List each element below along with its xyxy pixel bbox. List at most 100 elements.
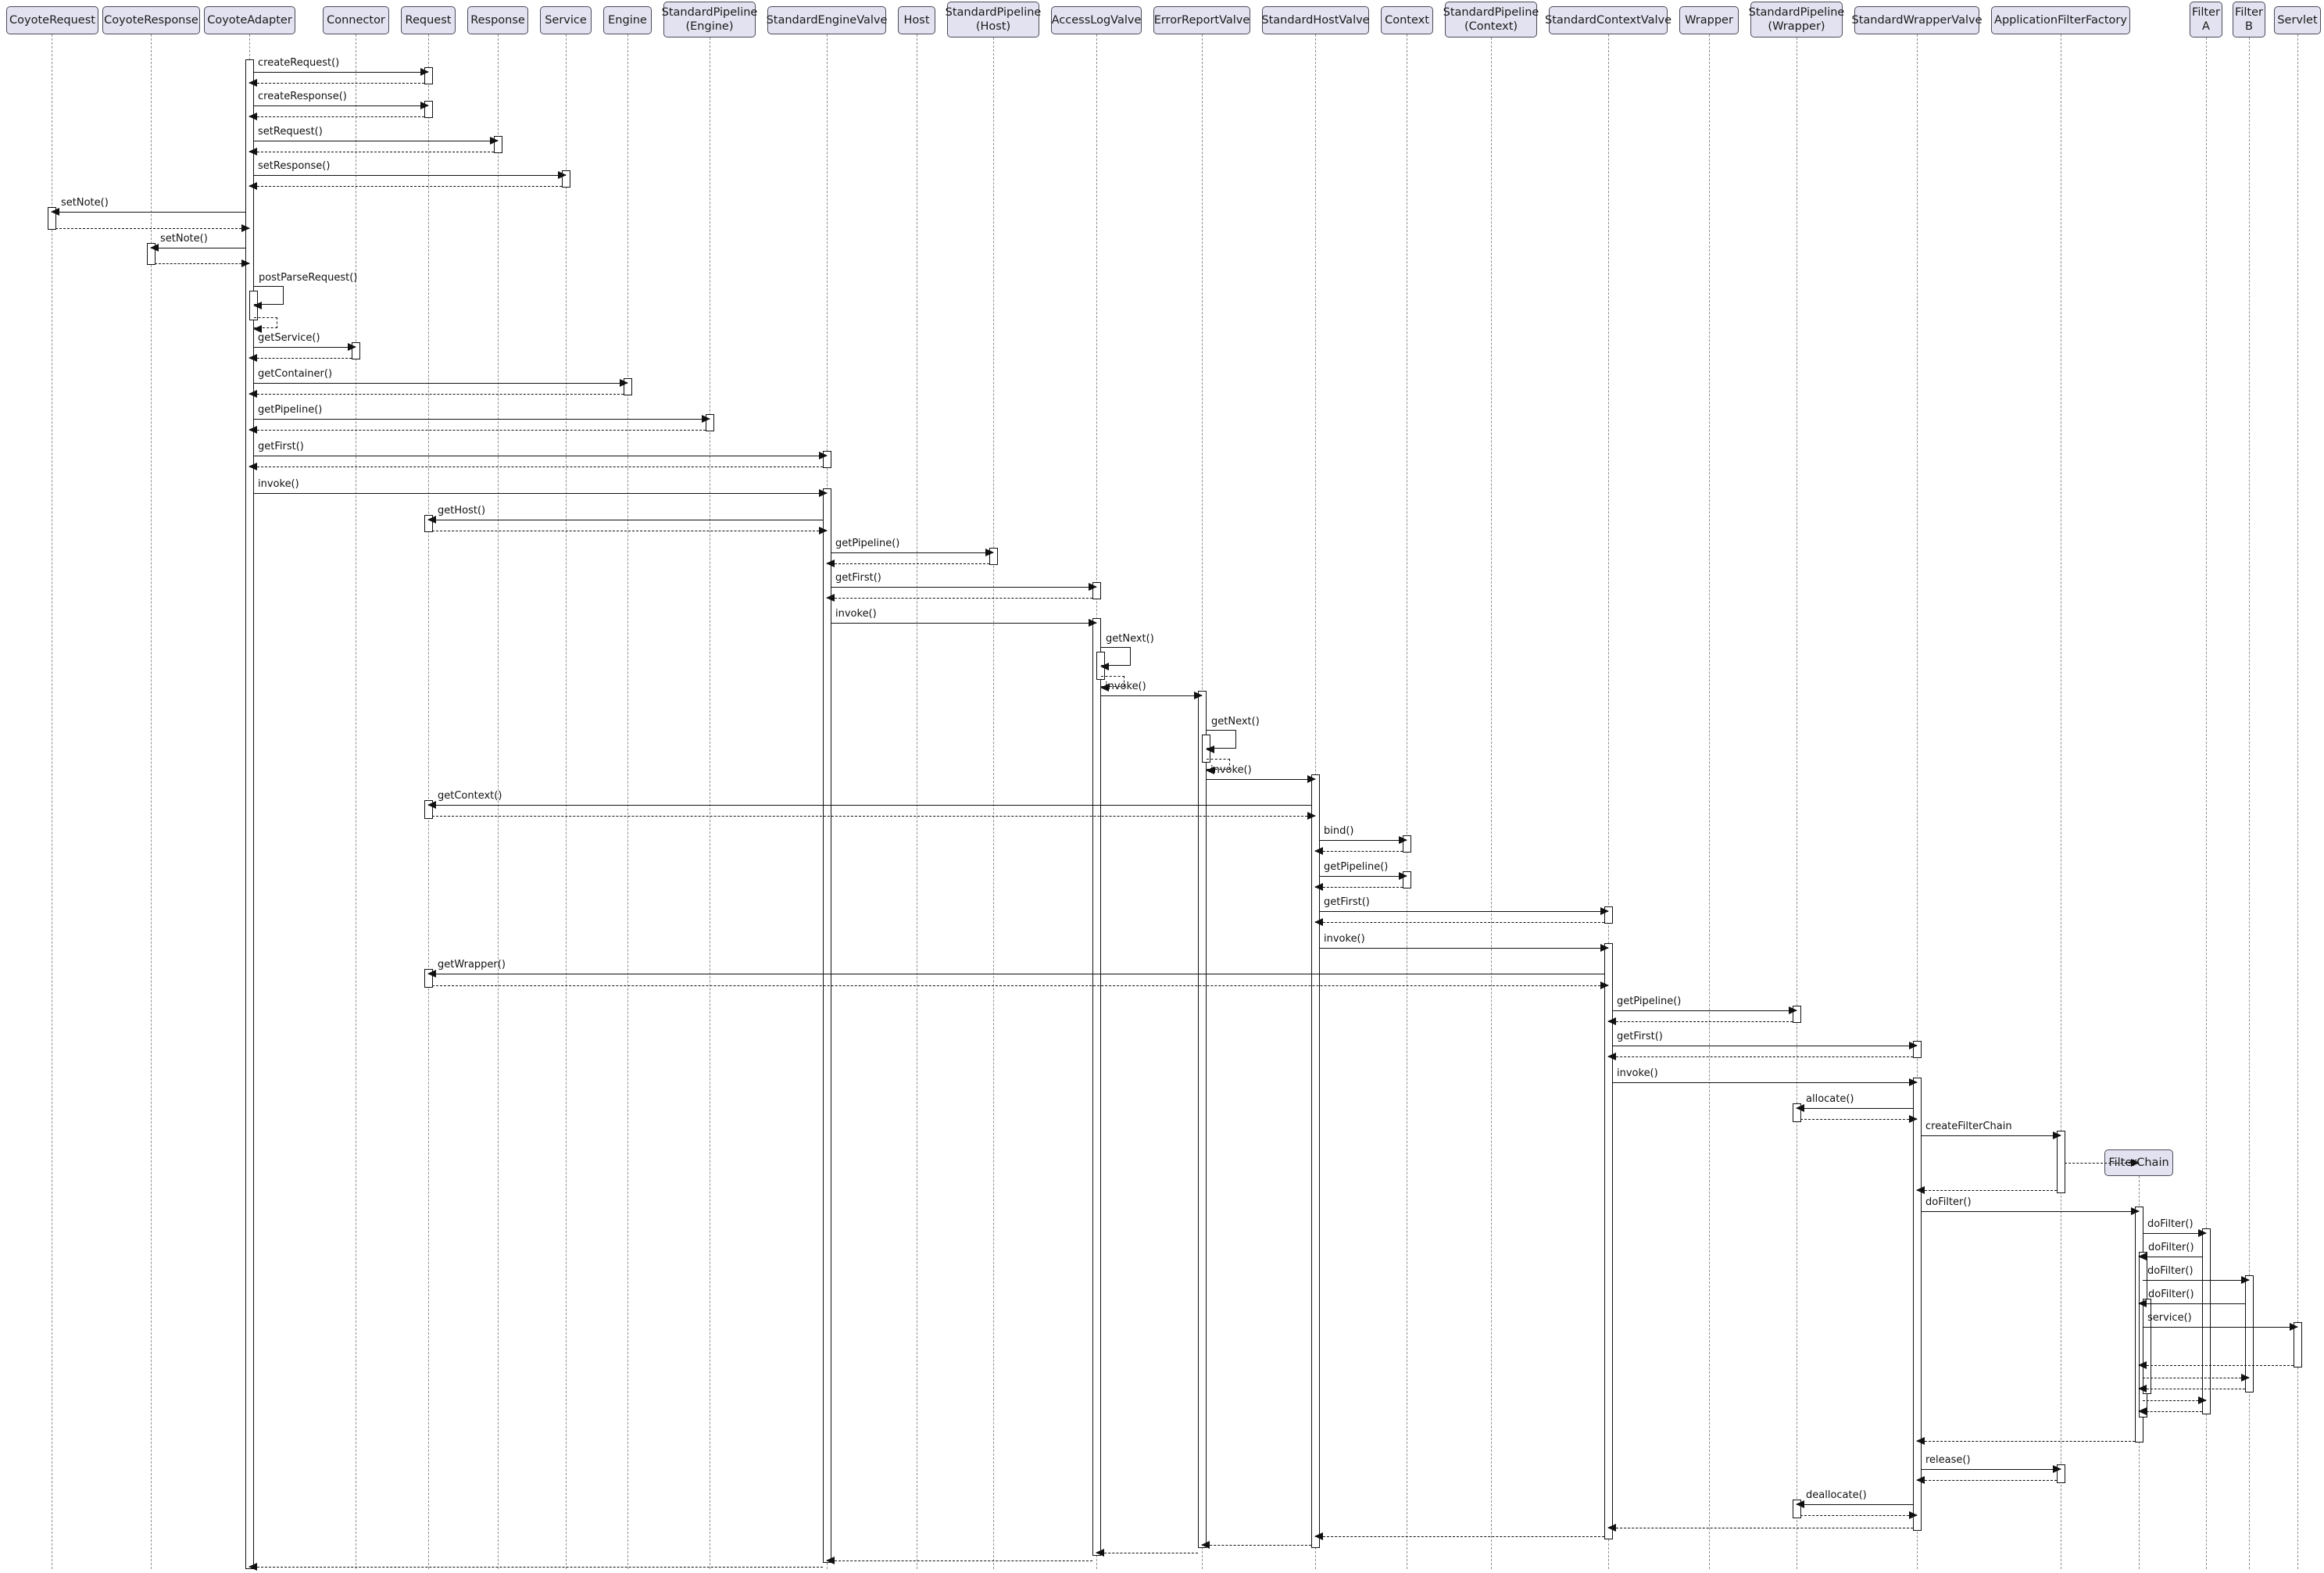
participant-service[interactable]: Service (540, 6, 592, 34)
message-line (249, 116, 424, 117)
activation-bar (2142, 1299, 2151, 1394)
self-message-loop (254, 286, 284, 305)
arrow-head-icon (1909, 1078, 1918, 1086)
arrow-head-icon (2198, 1228, 2207, 1237)
participant-engine[interactable]: Engine (603, 6, 652, 34)
self-message-loop (254, 317, 277, 328)
message-label: doFilter() (2147, 1265, 2193, 1277)
arrow-head-icon (1600, 943, 1609, 952)
participant-coyoteAdapter[interactable]: CoyoteAdapter (204, 6, 295, 34)
message-line (253, 419, 710, 420)
lifeline-pipelineHost (993, 38, 994, 1569)
participant-wrapper[interactable]: Wrapper (1679, 6, 1739, 34)
arrow-head-icon (1314, 846, 1323, 855)
arrow-head-icon (1600, 981, 1609, 989)
arrow-head-icon (1206, 766, 1214, 774)
message-label: getNext() (1106, 633, 1154, 645)
arrow-head-icon (826, 559, 835, 567)
message-line (1319, 948, 1608, 949)
message-label: service() (2147, 1312, 2192, 1324)
participant-label: ErrorReportValve (1153, 13, 1250, 27)
message-line (253, 493, 827, 494)
message-line (1319, 876, 1407, 877)
message-label: getHost() (438, 505, 486, 517)
message-label: postParseRequest() (259, 272, 358, 284)
message-line (249, 83, 424, 84)
message-label: doFilter() (2148, 1242, 2194, 1253)
participant-host[interactable]: Host (898, 6, 935, 34)
activation-bar (1912, 1078, 1922, 1531)
participant-coyoteResponse[interactable]: CoyoteResponse (102, 6, 200, 34)
arrow-head-icon (2241, 1275, 2250, 1284)
participant-wrapperValve[interactable]: StandardWrapperValve (1852, 6, 1983, 34)
message-line (2139, 1411, 2202, 1412)
arrow-head-icon (2053, 1131, 2061, 1139)
message-line (1612, 1010, 1797, 1011)
arrow-head-icon (241, 259, 250, 267)
lifeline-wrapper (1709, 34, 1710, 1569)
message-line (831, 552, 993, 553)
participant-servlet[interactable]: Servlet (2274, 6, 2321, 34)
message-line (1917, 1190, 2057, 1191)
participant-accessLogValve[interactable]: AccessLogValve (1051, 6, 1142, 34)
participant-filterA[interactable]: Filter A (2190, 2, 2222, 38)
participant-filterB[interactable]: Filter B (2233, 2, 2265, 38)
participant-errorReportValve[interactable]: ErrorReportValve (1153, 6, 1250, 34)
message-label: createRequest() (258, 57, 340, 69)
message-line (249, 186, 562, 187)
participant-request[interactable]: Request (401, 6, 456, 34)
message-label: setNote() (160, 233, 208, 245)
participant-engineValve[interactable]: StandardEngineValve (767, 6, 887, 34)
arrow-head-icon (1314, 917, 1323, 926)
participant-context[interactable]: Context (1381, 6, 1433, 34)
arrow-head-icon (826, 1556, 835, 1564)
participant-pipelineContext[interactable]: StandardPipeline (Context) (1443, 2, 1539, 38)
arrow-head-icon (1399, 835, 1407, 844)
arrow-head-icon (51, 207, 59, 216)
lifeline-pipelineContext (1491, 38, 1492, 1569)
message-label: invoke() (258, 478, 299, 490)
arrow-head-icon (1307, 811, 1316, 820)
self-message-loop (1207, 759, 1230, 770)
message-line (1202, 1545, 1311, 1546)
lifeline-engine (627, 34, 628, 1569)
message-label: invoke() (1210, 764, 1252, 776)
message-line (432, 985, 1608, 986)
arrow-head-icon (1789, 1006, 1797, 1014)
arrow-head-icon (1314, 1532, 1323, 1540)
participant-filterFactory[interactable]: ApplicationFilterFactory (1991, 6, 2130, 34)
arrow-head-icon (2198, 1396, 2207, 1404)
lifeline-response (498, 34, 499, 1569)
activation-bar (1197, 691, 1207, 1548)
lifeline-contextValve (1608, 34, 1609, 1569)
arrow-head-icon (2138, 1360, 2147, 1369)
arrow-head-icon (1100, 662, 1109, 670)
self-message-loop (1101, 676, 1124, 687)
participant-coyoteRequest[interactable]: CoyoteRequest (6, 6, 98, 34)
message-label: getNext() (1211, 716, 1260, 728)
message-line (1917, 1480, 2057, 1481)
message-label: getContext() (438, 790, 502, 802)
message-line (2143, 1327, 2297, 1328)
message-label: getPipeline() (258, 404, 323, 416)
message-label: allocate() (1806, 1093, 1854, 1105)
arrow-head-icon (1206, 745, 1214, 753)
arrow-head-icon (1600, 906, 1609, 915)
arrow-head-icon (819, 451, 828, 459)
participant-hostValve[interactable]: StandardHostValve (1261, 6, 1370, 34)
activation-bar (2201, 1228, 2211, 1414)
message-label: createResponse() (258, 91, 347, 102)
participant-pipelineHost[interactable]: StandardPipeline (Host) (946, 2, 1041, 38)
message-label: setNote() (61, 197, 109, 209)
arrow-head-icon (248, 425, 257, 434)
participant-connector[interactable]: Connector (323, 6, 389, 34)
self-message-m13: postParseRequest() (253, 272, 357, 309)
participant-response[interactable]: Response (467, 6, 528, 34)
arrow-head-icon (826, 593, 835, 602)
message-label: getService() (258, 332, 320, 344)
arrow-head-icon (2138, 1407, 2147, 1415)
participant-contextValve[interactable]: StandardContextValve (1545, 6, 1671, 34)
participant-pipelineEngine[interactable]: StandardPipeline (Engine) (662, 2, 757, 38)
participant-pipelineWrapper[interactable]: StandardPipeline (Wrapper) (1749, 2, 1844, 38)
message-line (249, 358, 352, 359)
